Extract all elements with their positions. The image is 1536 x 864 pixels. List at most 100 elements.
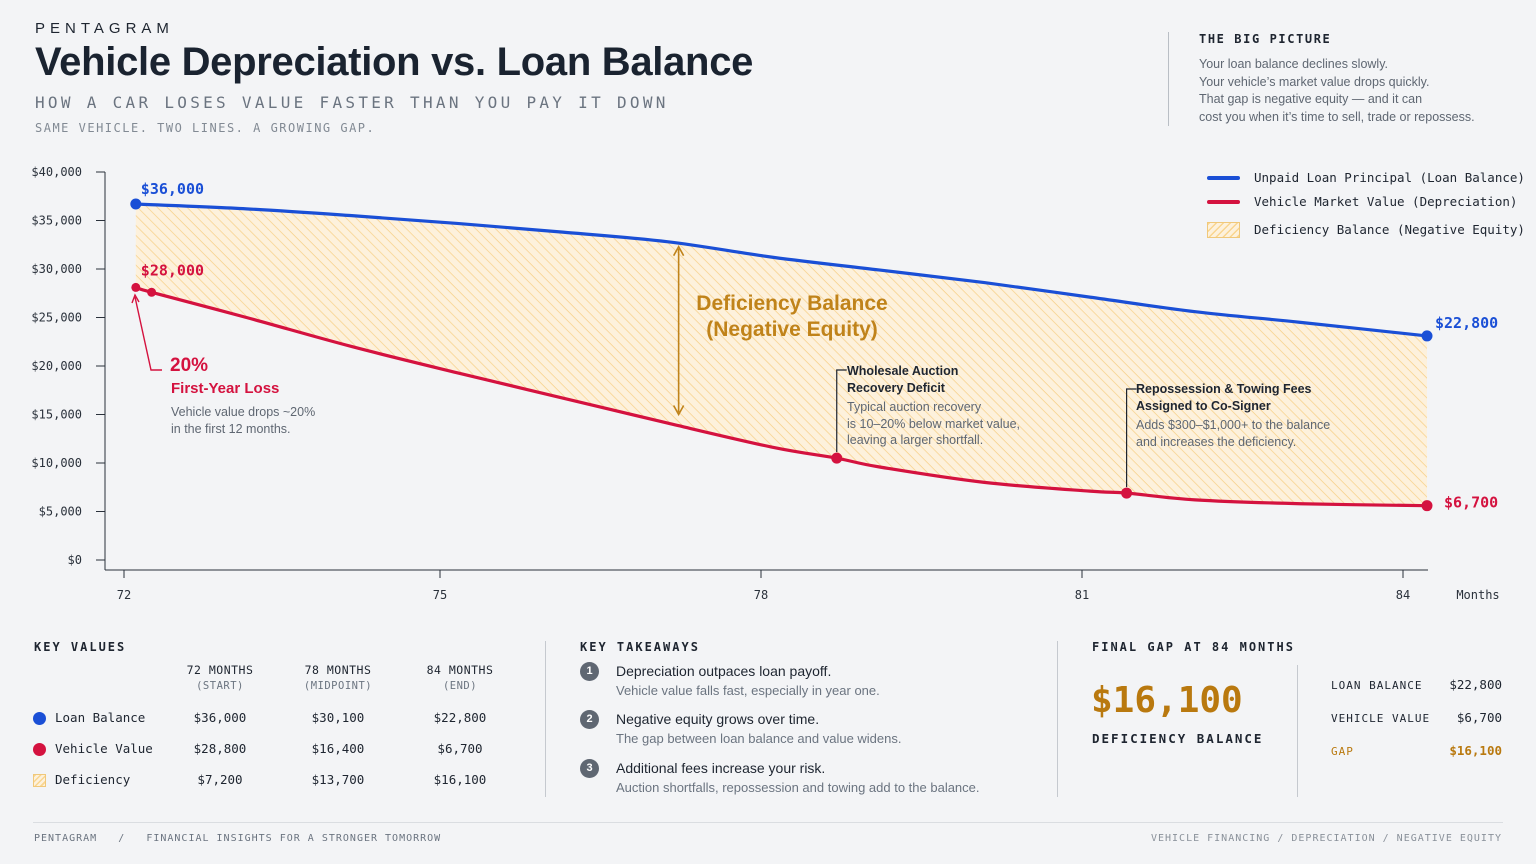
legend-label: Unpaid Loan Principal (Loan Balance) [1254, 170, 1525, 185]
y-tick-label: $10,000 [31, 456, 82, 470]
loan-balance-point [1421, 330, 1433, 342]
footer-divider [33, 822, 1503, 823]
col-label: 72 MONTHS [186, 663, 254, 677]
y-tick-label: $5,000 [39, 505, 82, 519]
repo-text: and increases the deficiency. [1136, 434, 1297, 449]
x-tick-label: 75 [433, 588, 447, 602]
col-sublabel: (END) [442, 680, 478, 692]
col-sublabel: (MIDPOINT) [303, 680, 373, 692]
auction-deficit-annotation: Wholesale Auction Recovery Deficit Typic… [847, 363, 1020, 449]
deficiency-arrow-head-down [672, 405, 685, 417]
auction-bracket-line [836, 369, 847, 453]
vehicle-value-point [831, 452, 843, 464]
y-tick-label: $25,000 [31, 311, 82, 325]
first-year-pointer-head [131, 293, 140, 304]
page-subnote: SAME VEHICLE. TWO LINES. A GROWING GAP. [35, 121, 376, 135]
takeaway-title: Additional fees increase your risk. [616, 760, 826, 776]
first-year-loss-line: Vehicle value drops ~20% [171, 405, 316, 419]
takeaway-title: Negative equity grows over time. [616, 711, 820, 727]
final-gap-heading: FINAL GAP AT 84 MONTHS [1092, 640, 1295, 654]
first-year-loss-line: in the first 12 months. [171, 422, 291, 436]
y-tick-label: $15,000 [31, 408, 82, 422]
y-tick-label: $20,000 [31, 359, 82, 373]
brand-wordmark: PENTAGRAM [35, 20, 174, 37]
vehicle-value-point [1121, 487, 1133, 499]
page-title: Vehicle Depreciation vs. Loan Balance [35, 40, 754, 84]
footer-left: PENTAGRAM / FINANCIAL INSIGHTS FOR A STR… [34, 833, 442, 844]
takeaway-number-badge: 3 [580, 759, 599, 778]
data-label: $22,800 [1435, 314, 1498, 332]
y-tick-label: $35,000 [31, 214, 82, 228]
row-value: $13,700 [311, 772, 365, 787]
line-chart: $0 $5,000 $10,000 $15,000 $20,000 $25,000 $30,… [31, 165, 1499, 602]
row-value: $7,200 [197, 772, 243, 787]
row-value: $16,400 [311, 741, 365, 756]
vehicle-value-point [147, 287, 157, 297]
big-picture-text: Your loan balance declines slowly. Your … [1199, 56, 1518, 126]
row-value: $30,100 [311, 710, 365, 725]
auction-text: leaving a larger shortfall. [847, 433, 984, 447]
final-gap-row-value: $22,800 [1449, 677, 1502, 692]
takeaway-text: Vehicle value falls fast, especially in … [616, 683, 880, 698]
big-picture-line: Your loan balance declines slowly. [1199, 57, 1389, 71]
y-tick-label: $30,000 [31, 262, 82, 276]
col-label: 84 MONTHS [426, 663, 494, 677]
legend-swatch-value [1207, 200, 1240, 204]
row-label: Deficiency [55, 772, 131, 787]
repossession-fees-annotation: Repossession & Towing Fees Assigned to C… [1136, 381, 1330, 450]
key-values-col-start: 72 MONTHS (START) [180, 662, 260, 694]
vehicle-value-point [131, 282, 141, 292]
x-tick-label: 84 [1396, 588, 1410, 602]
row-value: $6,700 [437, 741, 483, 756]
col-sublabel: (START) [196, 680, 244, 692]
big-picture-line: That gap is negative equity — and it can [1199, 92, 1423, 106]
final-gap-row-value-gap: $16,100 [1449, 743, 1502, 758]
final-gap-row-value: $6,700 [1456, 710, 1502, 725]
legend-item-deficiency: Deficiency Balance (Negative Equity) [1207, 220, 1527, 240]
row-label: Vehicle Value [55, 741, 153, 756]
takeaway-title: Depreciation outpaces loan payoff. [616, 663, 832, 679]
big-picture-line: Your vehicle’s market value drops quickl… [1199, 74, 1430, 89]
x-tick-label: 72 [117, 588, 131, 602]
big-picture-heading: THE BIG PICTURE [1199, 32, 1332, 46]
deficiency-annotation-line2: (Negative Equity) [706, 318, 878, 341]
vehicle-value-line [134, 285, 1429, 508]
legend-swatch-loan [1207, 176, 1240, 180]
legend-item-value: Vehicle Market Value (Depreciation) [1207, 192, 1527, 212]
legend-label: Vehicle Market Value (Depreciation) [1254, 194, 1518, 209]
loan-balance-point [130, 198, 142, 210]
data-label: $36,000 [141, 180, 204, 198]
legend-item-loan: Unpaid Loan Principal (Loan Balance) [1207, 168, 1527, 188]
deficiency-area [135, 204, 1427, 506]
data-label: $6,700 [1444, 494, 1498, 512]
repo-heading: Assigned to Co-Signer [1136, 398, 1271, 413]
vehicle-value-point [1421, 500, 1433, 512]
repo-bracket-line [1126, 388, 1137, 488]
final-gap-row-label: LOAN BALANCE [1331, 679, 1423, 692]
big-picture-line: cost you when it’s time to sell, trade o… [1199, 109, 1475, 124]
first-year-loss-text: Vehicle value drops ~20% in the first 12… [171, 404, 315, 438]
key-values-heading: KEY VALUES [34, 640, 127, 654]
auction-heading: Wholesale Auction [847, 364, 959, 378]
loan-balance-line [134, 202, 1429, 338]
legend-swatch-deficiency [1207, 222, 1240, 238]
takeaway-number-badge: 1 [580, 662, 599, 681]
final-gap-divider [1297, 665, 1298, 797]
first-year-loss-heading: First-Year Loss [171, 380, 280, 397]
auction-text: Typical auction recovery [847, 400, 982, 414]
y-tick-label: $0 [68, 553, 82, 567]
key-takeaways-heading: KEY TAKEAWAYS [580, 640, 700, 654]
section-divider [545, 641, 546, 797]
final-gap-row-label: VEHICLE VALUE [1331, 712, 1431, 725]
deficiency-annotation-line1: Deficiency Balance [696, 292, 888, 315]
data-label: $28,000 [141, 261, 204, 279]
repo-text: Adds $300–$1,000+ to the balance [1136, 418, 1331, 432]
key-values-row-deficiency: Deficiency $7,200 $13,700 $16,100 [33, 771, 513, 789]
row-value: $36,000 [193, 710, 247, 725]
footer-right: VEHICLE FINANCING / DEPRECIATION / NEGAT… [1150, 833, 1502, 844]
row-value: $16,100 [433, 772, 487, 787]
row-value: $22,800 [433, 710, 487, 725]
auction-heading: Recovery Deficit [847, 380, 945, 395]
row-value: $28,800 [193, 741, 247, 756]
page-subtitle: HOW A CAR LOSES VALUE FASTER THAN YOU PA… [35, 93, 669, 112]
